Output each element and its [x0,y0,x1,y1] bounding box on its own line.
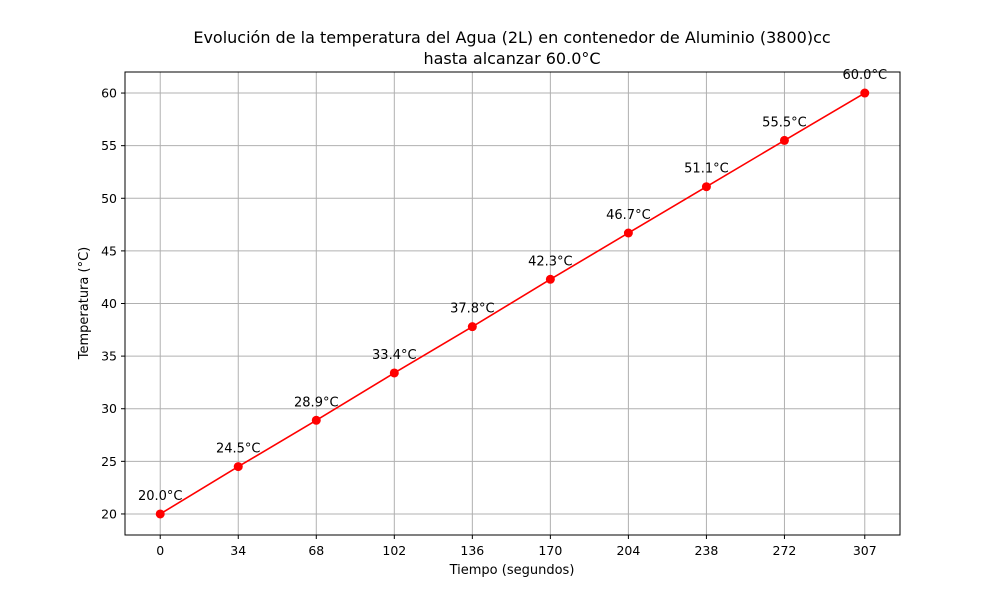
data-point [233,462,243,472]
data-point [860,88,870,98]
data-point [779,135,789,145]
data-label: 51.1°C [684,162,729,177]
data-label: 20.0°C [138,489,183,504]
y-tick-label: 60 [101,86,117,101]
data-point [467,322,477,332]
data-point [623,228,633,238]
y-tick-label: 50 [101,191,117,206]
chart-title-line-2: hasta alcanzar 60.0°C [423,49,600,68]
data-point [155,509,165,519]
x-tick-label: 0 [156,543,164,558]
x-tick-label: 307 [853,543,877,558]
data-labels: 20.0°C 24.5°C 28.9°C 33.4°C 37.8°C 42.3°C 46.7… [138,68,887,504]
data-label: 46.7°C [606,208,651,223]
data-label: 55.5°C [762,115,807,130]
y-tick-label: 45 [101,243,117,258]
data-label: 37.8°C [450,302,495,317]
axis-ticks: 0 34 68 102 136 170 204 238 272 307 20 25 30 35 40 45 50… [101,86,877,558]
series-line [159,92,866,515]
y-tick-label: 30 [101,401,117,416]
x-tick-label: 34 [230,543,246,558]
x-axis-label: Tiempo (segundos) [449,563,575,578]
y-tick-label: 25 [101,454,117,469]
x-tick-label: 136 [460,543,484,558]
grid-lines [125,72,900,535]
x-tick-label: 68 [308,543,324,558]
chart-title-line-1: Evolución de la temperatura del Agua (2L… [193,28,830,47]
data-label: 33.4°C [372,348,417,363]
data-point [701,182,711,192]
data-point [311,415,321,425]
data-label: 28.9°C [294,395,339,410]
x-tick-label: 238 [694,543,718,558]
series-layer [155,88,870,519]
data-label: 24.5°C [216,442,261,457]
y-tick-label: 35 [101,349,117,364]
x-tick-label: 170 [538,543,562,558]
data-point [389,368,399,378]
y-axis-label: Temperatura (°C) [77,247,92,360]
data-point [545,274,555,284]
x-tick-label: 102 [382,543,406,558]
y-tick-label: 40 [101,296,117,311]
y-tick-label: 55 [101,138,117,153]
y-tick-label: 20 [101,506,117,521]
x-tick-label: 204 [616,543,640,558]
x-tick-label: 272 [773,543,797,558]
data-label: 60.0°C [843,68,888,83]
data-label: 42.3°C [528,254,573,269]
